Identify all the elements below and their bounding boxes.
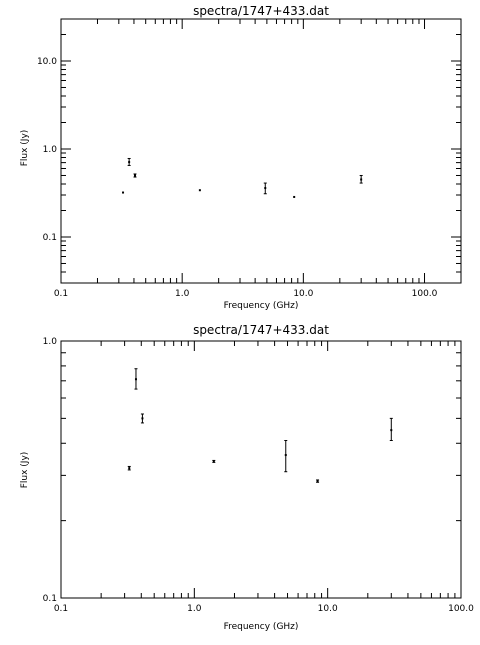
bottom-x-tick-label: 0.1 — [54, 604, 68, 614]
bottom-point-marker — [128, 467, 131, 470]
top-x-axis-label: Frequency (GHz) — [224, 301, 299, 311]
top-x-tick-label: 0.1 — [54, 289, 68, 299]
top-data-point — [133, 173, 137, 178]
top-plot-frame — [60, 18, 462, 284]
bottom-x-tick-label: 10.0 — [318, 604, 338, 614]
bottom-point-marker — [141, 417, 144, 420]
bottom-panel: spectra/1747+433.dat Frequency (GHz) Flu… — [20, 323, 474, 632]
top-point-marker — [122, 191, 125, 194]
bottom-point-marker — [316, 480, 319, 483]
top-point-marker — [128, 161, 131, 164]
bottom-data-point — [134, 368, 138, 390]
bottom-x-tick-label: 100.0 — [448, 604, 474, 614]
bottom-plot-frame — [60, 340, 462, 599]
bottom-point-marker — [212, 460, 215, 463]
top-y-tick-label: 10.0 — [37, 57, 57, 67]
bottom-data-point — [212, 459, 216, 463]
bottom-x-axis-label: Frequency (GHz) — [224, 622, 299, 632]
bottom-x-tick-label: 1.0 — [187, 604, 202, 614]
top-title: spectra/1747+433.dat — [193, 4, 329, 18]
top-data-point — [293, 195, 296, 198]
top-point-marker — [264, 187, 267, 190]
bottom-point-marker — [284, 454, 287, 457]
bottom-data-point — [140, 413, 144, 424]
top-y-axis-label: Flux (Jy) — [20, 130, 30, 167]
bottom-data-point — [284, 440, 288, 473]
top-data-point — [359, 174, 363, 184]
bottom-title: spectra/1747+433.dat — [193, 323, 329, 337]
top-x-tick-label: 1.0 — [175, 289, 190, 299]
top-x-tick-label: 100.0 — [412, 289, 438, 299]
bottom-point-marker — [390, 429, 393, 432]
bottom-data-point — [389, 417, 393, 442]
top-point-marker — [133, 174, 136, 177]
top-point-marker — [293, 195, 296, 198]
top-data-point — [122, 191, 125, 194]
bottom-y-tick-label: 1.0 — [43, 337, 58, 347]
top-y-tick-label: 0.1 — [43, 233, 57, 243]
top-panel: spectra/1747+433.dat Frequency (GHz) Flu… — [20, 4, 462, 311]
bottom-y-tick-label: 0.1 — [43, 594, 57, 604]
top-data-point — [263, 182, 267, 195]
bottom-data-point — [316, 479, 320, 483]
top-point-marker — [198, 189, 201, 192]
bottom-data-point — [127, 465, 131, 471]
top-data-point — [198, 189, 201, 192]
top-x-tick-label: 10.0 — [293, 289, 313, 299]
top-data-point — [127, 157, 131, 166]
bottom-y-axis-label: Flux (Jy) — [20, 452, 30, 489]
bottom-point-marker — [134, 378, 137, 381]
top-point-marker — [360, 178, 363, 181]
top-y-tick-label: 1.0 — [43, 145, 58, 155]
